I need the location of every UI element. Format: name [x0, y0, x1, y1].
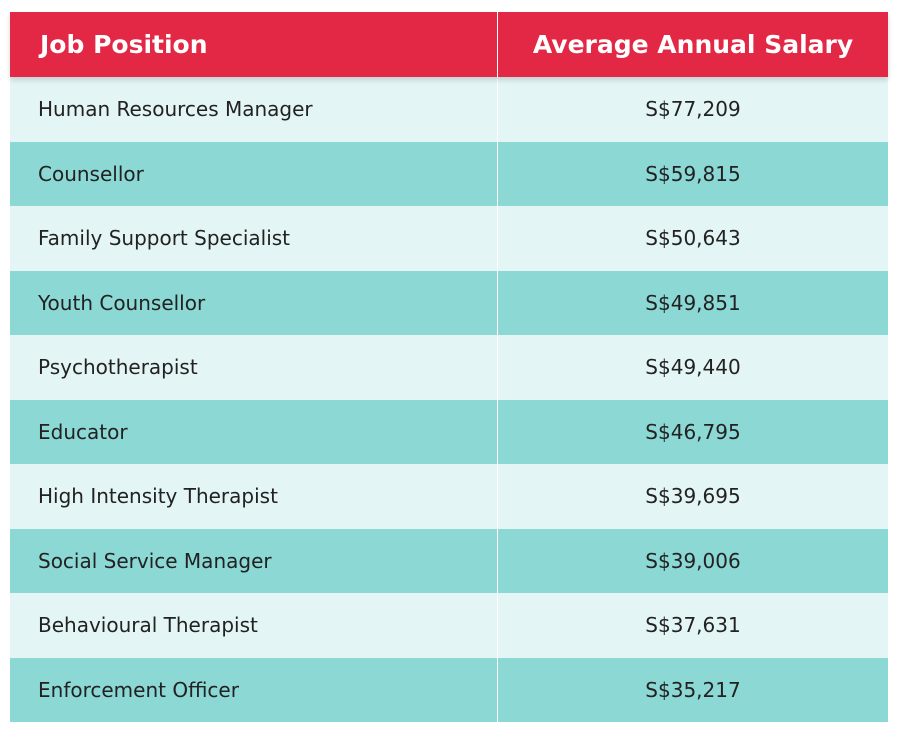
salary-cell: S$39,006	[645, 548, 741, 573]
position-cell: Youth Counsellor	[10, 270, 498, 335]
table-row: Counsellor S$59,815	[10, 141, 888, 206]
position-cell: Counsellor	[10, 141, 498, 206]
table-row: Enforcement Officer S$35,217	[10, 657, 888, 722]
position-cell: Psychotherapist	[10, 335, 498, 400]
salary-cell: S$46,795	[645, 419, 741, 444]
position-cell: Enforcement Officer	[10, 657, 498, 722]
table-row: Psychotherapist S$49,440	[10, 335, 888, 400]
position-cell: Educator	[10, 399, 498, 464]
salary-cell: S$49,440	[645, 355, 741, 380]
table-row: Behavioural Therapist S$37,631	[10, 593, 888, 658]
table-row: Educator S$46,795	[10, 399, 888, 464]
position-cell: Human Resources Manager	[10, 77, 498, 142]
table-row: High Intensity Therapist S$39,695	[10, 464, 888, 529]
table-row: Social Service Manager S$39,006	[10, 528, 888, 593]
position-cell: Behavioural Therapist	[10, 593, 498, 658]
salary-cell: S$77,209	[645, 97, 741, 122]
table-row: Human Resources Manager S$77,209	[10, 77, 888, 142]
salary-cell: S$39,695	[645, 484, 741, 509]
salary-cell: S$50,643	[645, 226, 741, 251]
table-row: Family Support Specialist S$50,643	[10, 206, 888, 271]
position-cell: Social Service Manager	[10, 528, 498, 593]
salary-cell: S$35,217	[645, 677, 741, 702]
position-cell: Family Support Specialist	[10, 206, 498, 271]
salary-cell: S$59,815	[645, 161, 741, 186]
header-cell: Job Position	[10, 12, 498, 77]
position-cell: High Intensity Therapist	[10, 464, 498, 529]
salary-table: Job Position Average Annual Salary Human R…	[10, 12, 888, 722]
table-header: Job Position Average Annual Salary	[10, 12, 888, 77]
header-cell: Average Annual Salary	[532, 30, 854, 59]
salary-cell: S$37,631	[645, 613, 741, 638]
salary-cell: S$49,851	[645, 290, 741, 315]
table-row: Youth Counsellor S$49,851	[10, 270, 888, 335]
